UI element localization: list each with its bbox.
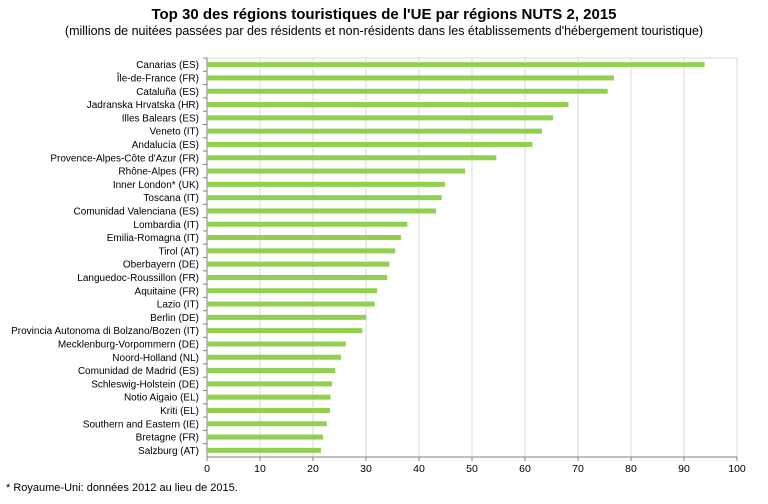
category-label: Comunidad Valenciana (ES) (74, 206, 199, 217)
bar (207, 288, 378, 294)
category-label: Oberbayern (DE) (123, 260, 199, 271)
category-label: Southern and Eastern (IE) (83, 419, 199, 430)
category-label: Canarias (ES) (136, 60, 199, 71)
bar (207, 407, 330, 413)
x-tick-label: 90 (678, 463, 690, 475)
category-label: Notio Aigaio (EL) (124, 393, 199, 404)
bar (207, 62, 705, 68)
x-tick-label: 70 (572, 463, 584, 475)
category-label: Inner London* (UK) (113, 180, 199, 191)
category-label: Illes Balears (ES) (122, 113, 199, 124)
category-label: Rhône-Alpes (FR) (118, 167, 199, 178)
x-tick-label: 10 (254, 463, 266, 475)
category-label: Île-de-France (FR) (116, 71, 199, 84)
bar (207, 368, 336, 374)
bar (207, 88, 608, 94)
bar (207, 195, 442, 201)
x-tick-label: 0 (204, 463, 210, 475)
category-label: Provincia Autonoma di Bolzano/Bozen (IT) (11, 326, 199, 337)
category-label: Emilia-Romagna (IT) (107, 233, 199, 244)
x-tick-label: 50 (466, 463, 478, 475)
bar (207, 208, 436, 214)
category-label: Berlin (DE) (150, 313, 199, 324)
bar (207, 221, 408, 227)
bar (207, 447, 321, 453)
bar (207, 181, 445, 187)
bar (207, 394, 331, 400)
bar (207, 115, 554, 121)
category-label: Salzburg (AT) (138, 446, 199, 457)
bar (207, 75, 615, 81)
x-tick-label: 30 (360, 463, 372, 475)
bar (207, 301, 375, 307)
bar (207, 248, 396, 254)
category-label: Tirol (AT) (158, 246, 199, 257)
bar (207, 141, 533, 147)
category-label: Jadranska Hrvatska (HR) (87, 100, 199, 111)
category-label: Veneto (IT) (150, 127, 199, 138)
x-tick-label: 100 (728, 463, 746, 475)
bar (207, 261, 390, 267)
category-label: Toscana (IT) (143, 193, 199, 204)
x-tick-label: 20 (307, 463, 319, 475)
category-label: Languedoc-Roussillon (FR) (77, 273, 199, 284)
bar (207, 155, 497, 161)
bar (207, 314, 366, 320)
bar (207, 128, 542, 134)
footnote: * Royaume-Uni: données 2012 au lieu de 2… (6, 482, 238, 494)
category-label: Comunidad de Madrid (ES) (78, 366, 199, 377)
category-label: Lombardia (IT) (133, 220, 199, 231)
bar (207, 328, 363, 334)
category-label: Andalucía (ES) (132, 140, 199, 151)
x-tick-label: 60 (519, 463, 531, 475)
bar (207, 434, 324, 440)
category-label: Cataluña (ES) (136, 87, 199, 98)
category-label: Aquitaine (FR) (135, 286, 199, 297)
bar (207, 274, 388, 280)
x-tick-label: 80 (625, 463, 637, 475)
bar (207, 354, 342, 360)
bar (207, 235, 401, 241)
category-label: Mecklenburg-Vorpommern (DE) (58, 339, 199, 350)
category-label: Kriti (EL) (160, 406, 199, 417)
category-label: Bretagne (FR) (136, 433, 199, 444)
chart-subtitle: (millions de nuitées passées par des rés… (64, 24, 704, 38)
category-label: Noord-Holland (NL) (112, 353, 199, 364)
bar (207, 381, 333, 387)
chart-title: Top 30 des régions touristiques de l'UE … (151, 6, 617, 23)
bar (207, 421, 327, 427)
bar (207, 102, 569, 108)
category-label: Lazio (IT) (157, 300, 199, 311)
bar (207, 168, 466, 174)
bar (207, 341, 346, 347)
category-label: Schleswig-Holstein (DE) (91, 379, 199, 390)
x-tick-label: 40 (413, 463, 425, 475)
category-label: Provence-Alpes-Côte d'Azur (FR) (50, 153, 199, 164)
